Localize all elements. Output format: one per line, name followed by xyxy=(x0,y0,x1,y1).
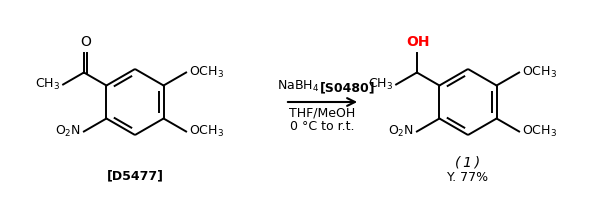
Text: OCH$_3$: OCH$_3$ xyxy=(189,65,224,80)
Text: THF/MeOH: THF/MeOH xyxy=(289,107,355,120)
Text: CH$_3$: CH$_3$ xyxy=(368,77,393,92)
Text: O$_2$N: O$_2$N xyxy=(388,124,414,139)
Text: ( 1 ): ( 1 ) xyxy=(456,156,480,170)
Text: O: O xyxy=(80,35,91,50)
Text: NaBH$_4$: NaBH$_4$ xyxy=(277,79,320,94)
Text: OCH$_3$: OCH$_3$ xyxy=(522,65,557,80)
Text: 0 °C to r.t.: 0 °C to r.t. xyxy=(290,120,355,133)
Text: Y. 77%: Y. 77% xyxy=(448,171,489,184)
Text: OCH$_3$: OCH$_3$ xyxy=(522,124,557,139)
Text: [D5477]: [D5477] xyxy=(106,169,163,182)
Text: O$_2$N: O$_2$N xyxy=(55,124,81,139)
Text: CH$_3$: CH$_3$ xyxy=(35,77,60,92)
Text: OH: OH xyxy=(406,35,430,50)
Text: OCH$_3$: OCH$_3$ xyxy=(189,124,224,139)
Text: [S0480]: [S0480] xyxy=(320,81,376,94)
